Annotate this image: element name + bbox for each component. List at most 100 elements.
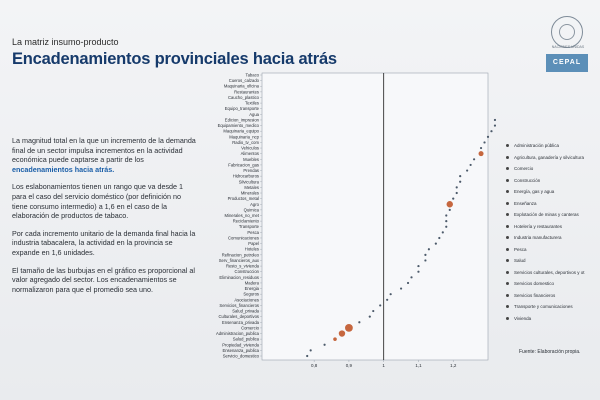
y-tick-label: Quimica xyxy=(244,207,260,212)
data-point xyxy=(333,337,337,341)
legend-label: Agricultura, ganadería y silvicultura xyxy=(514,154,585,160)
paragraph-3: Por cada incremento unitario de la deman… xyxy=(12,228,196,257)
legend-label: Energía, gas y agua xyxy=(514,189,555,194)
y-tick-label: Papel xyxy=(248,241,259,246)
legend-item: Vivienda xyxy=(506,313,585,325)
legend-dot-icon xyxy=(506,247,509,251)
y-tick-label: Comunicaciones xyxy=(228,235,259,240)
y-tick-label: Hidrocarburos xyxy=(233,174,259,179)
x-tick-label: 0,9 xyxy=(346,363,353,368)
paragraph-1-text: La magnitud total en la que un increment… xyxy=(12,136,196,165)
y-tick-label: Edicion_impresion xyxy=(225,117,260,122)
y-tick-label: Alimentos xyxy=(241,151,259,156)
data-point xyxy=(424,259,427,262)
y-tick-label: Silvicultura xyxy=(239,179,260,184)
legend-dot-icon xyxy=(506,144,509,148)
y-tick-label: Maquinaria_ncp xyxy=(229,134,259,139)
y-tick-label: Hoteles xyxy=(245,247,259,252)
legend-dot-icon xyxy=(506,236,509,240)
data-point xyxy=(459,180,462,183)
legend-dot-icon xyxy=(506,190,509,194)
legend-label: Explotación de minas y canteras xyxy=(514,212,579,217)
paragraph-1-highlight: encadenamientos hacia atrás. xyxy=(12,164,115,174)
y-tick-label: Muebles xyxy=(243,157,259,162)
legend-dot-icon xyxy=(506,201,509,205)
y-tick-label: Caucho_plastico xyxy=(228,95,260,100)
y-tick-label: Restaurantes xyxy=(234,89,259,94)
legend-label: Pesca xyxy=(514,246,527,252)
un-emblem-caption: NACIONES UNIDAS xyxy=(551,45,585,49)
y-tick-label: Energia xyxy=(245,286,260,291)
y-tick-label: Agua xyxy=(249,112,259,117)
data-point xyxy=(445,214,448,217)
y-tick-label: Transporte xyxy=(239,224,260,229)
y-tick-label: Radio_tv_com xyxy=(232,140,259,145)
data-point xyxy=(448,208,451,211)
x-tick-label: 0,8 xyxy=(311,363,318,368)
legend-item: Industria manufacturera xyxy=(506,232,585,244)
y-tick-label: Madera xyxy=(245,280,260,285)
y-tick-label: Cueros_calzado xyxy=(229,78,260,83)
slide-title: Encadenamientos provinciales hacia atrás xyxy=(12,50,337,68)
y-tick-label: Fabricacion_gas xyxy=(228,162,259,167)
y-tick-label: Productos_metal xyxy=(228,196,259,201)
legend-label: Comercio xyxy=(514,166,534,171)
y-tick-label: Servicio_domestico xyxy=(223,354,260,359)
x-tick-label: 1,1 xyxy=(415,363,422,368)
legend-label: Administración pública xyxy=(514,143,560,148)
data-point xyxy=(368,315,371,318)
y-tick-label: Minerales_no_met xyxy=(225,213,260,218)
data-point xyxy=(483,141,486,144)
data-point xyxy=(345,324,353,332)
paragraph-1: La magnitud total en la que un increment… xyxy=(12,136,198,174)
legend-item: Transporte y comunicaciones xyxy=(506,301,585,313)
legend-label: Enseñanza xyxy=(514,200,537,206)
data-point xyxy=(417,264,420,268)
explanation-text: La magnitud total en la que un increment… xyxy=(12,136,198,302)
legend-dot-icon xyxy=(506,282,509,286)
y-tick-label: Eliminacion_residuos xyxy=(219,275,259,280)
y-tick-label: Ensenanza_privada xyxy=(222,320,260,325)
y-tick-label: Equipo_transporte xyxy=(225,106,260,111)
data-point xyxy=(399,287,403,290)
legend-item: Energía, gas y agua xyxy=(506,186,585,198)
legend-item: Explotación de minas y canteras xyxy=(506,209,585,221)
y-tick-label: Serv_financieros_aux xyxy=(219,258,260,263)
legend-item: Administración pública xyxy=(506,140,585,152)
legend-dot-icon xyxy=(506,167,509,171)
data-point xyxy=(427,248,430,251)
y-tick-label: Asociaciones xyxy=(234,297,259,302)
chart-legend: Administración pública Agricultura, ganad… xyxy=(506,140,585,324)
data-point xyxy=(438,236,441,240)
data-point xyxy=(486,135,490,138)
un-emblem-icon xyxy=(551,16,583,48)
y-tick-label: Seguros xyxy=(243,292,259,297)
y-tick-label: Comercio xyxy=(241,325,260,330)
y-tick-label: Vehiculos xyxy=(241,146,259,151)
data-point xyxy=(338,330,346,337)
x-tick-label: 1,2 xyxy=(450,363,457,368)
legend-dot-icon xyxy=(506,155,509,159)
data-point xyxy=(472,158,476,161)
data-point xyxy=(469,163,472,167)
legend-dot-icon xyxy=(506,259,509,263)
data-point xyxy=(410,276,413,279)
data-point xyxy=(306,354,309,358)
legend-item: Comercio xyxy=(506,163,585,175)
y-tick-label: Ensenanza_publica xyxy=(222,348,259,353)
legend-dot-icon xyxy=(506,224,509,228)
y-tick-label: Salud_publica xyxy=(233,337,260,342)
plot-area xyxy=(261,72,489,361)
y-tick-label: Minerales xyxy=(241,191,259,196)
data-point xyxy=(445,225,448,228)
data-point xyxy=(406,281,410,285)
data-point xyxy=(478,151,484,157)
data-point xyxy=(493,118,496,122)
paragraph-4: El tamaño de las burbujas en el gráfico … xyxy=(12,265,195,294)
legend-dot-icon xyxy=(506,305,509,309)
data-point xyxy=(389,293,392,296)
legend-item: Salud xyxy=(506,255,585,267)
y-tick-label: Salud_privada xyxy=(232,309,259,314)
data-point xyxy=(434,242,437,245)
legend-dot-icon xyxy=(506,270,509,274)
